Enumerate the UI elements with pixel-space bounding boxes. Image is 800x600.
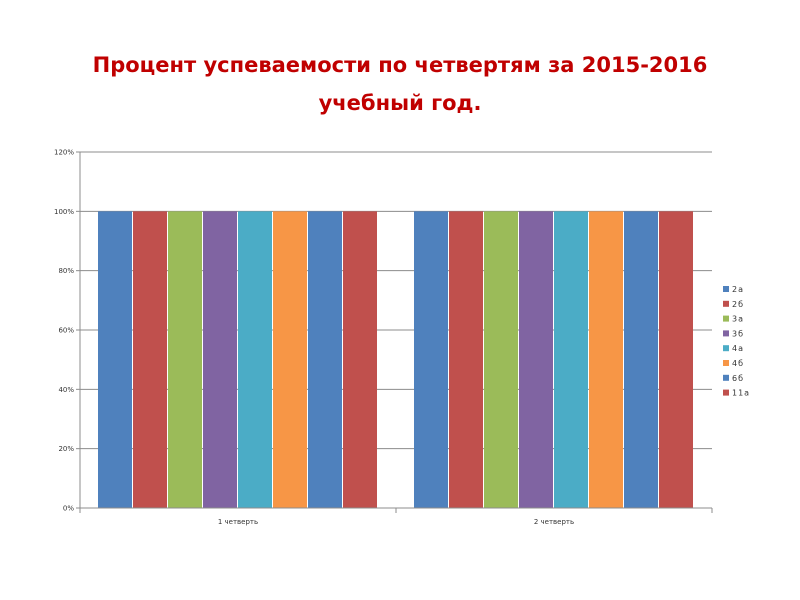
y-tick-label: 120%: [54, 149, 74, 157]
legend-swatch: [723, 345, 729, 352]
legend-swatch: [723, 374, 729, 381]
y-tick-label: 0%: [63, 505, 74, 513]
legend-label: 6б: [732, 374, 744, 383]
chart-title-line-1: Процент успеваемости по четвертям за 201…: [92, 53, 708, 77]
axes: 0% 20% 40% 60% 80% 100% 120% 1 четверть 2 четвер…: [54, 149, 713, 526]
chart-title: Процент успеваемости по четвертям за 201…: [0, 46, 800, 122]
legend-swatch: [723, 300, 729, 307]
bar-2а-1: [98, 211, 132, 509]
legend-label: 3б: [732, 329, 744, 338]
legend-swatch: [723, 360, 729, 366]
bar-2б-2: [449, 211, 483, 509]
bar-3а-2: [484, 211, 518, 509]
y-tick-label: 20%: [58, 445, 74, 453]
y-tick-label: 80%: [58, 267, 74, 275]
legend-swatch: [723, 330, 729, 337]
bar-6б-1: [308, 211, 342, 509]
y-tick-label: 100%: [54, 208, 74, 216]
bar-3б-1: [203, 211, 237, 509]
legend-swatch: [723, 315, 729, 322]
legend-label: 4а: [732, 344, 744, 353]
legend-swatch: [723, 286, 729, 292]
legend-swatch: [723, 389, 729, 396]
bar-3а-1: [168, 211, 202, 509]
chart-title-line-2: учебный год.: [318, 91, 482, 115]
bars: [98, 211, 693, 509]
bar-4а-2: [554, 211, 588, 509]
legend-label: 2б: [732, 300, 744, 309]
legend-label: 11а: [732, 389, 750, 398]
x-tick-label: 2 четверть: [534, 518, 574, 526]
legend-label: 4б: [732, 359, 744, 368]
y-tick-label: 60%: [58, 327, 74, 335]
bar-2а-2: [414, 211, 448, 509]
x-tick-label: 1 четверть: [218, 518, 258, 526]
bar-4б-2: [589, 211, 623, 509]
bar-4б-1: [273, 211, 307, 509]
bar-2б-1: [133, 211, 167, 509]
legend: 2а 2б 3а 3б 4а 4б 6б 11а: [723, 285, 750, 398]
legend-label: 2а: [732, 285, 744, 294]
legend-label: 3а: [732, 315, 744, 324]
bar-3б-2: [519, 211, 553, 509]
bar-4а-1: [238, 211, 272, 509]
y-tick-label: 40%: [58, 386, 74, 394]
bar-11а-1: [343, 211, 377, 509]
bar-11а-2: [659, 211, 693, 509]
bar-6б-2: [624, 211, 658, 509]
